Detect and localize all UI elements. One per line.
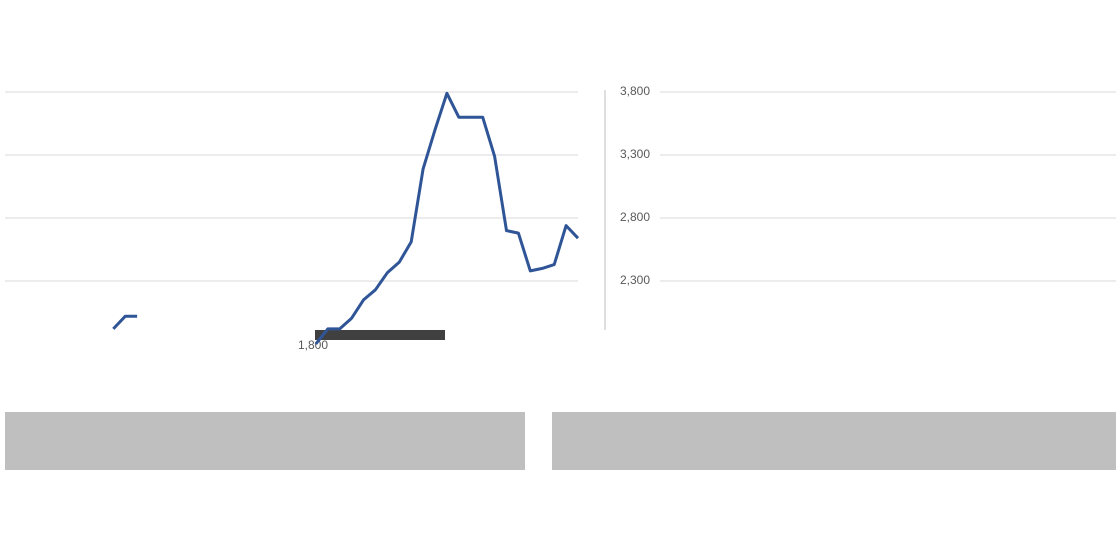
y-tick-label: 3,800 [620,84,650,98]
panel-band [315,330,445,340]
y-tick-label: 2,800 [620,210,650,224]
y-tick-label: 3,300 [620,147,650,161]
panel-band [5,412,525,470]
y-tick-label: 1,800 [298,338,328,352]
y-tick-label: 2,300 [620,273,650,287]
panel-band [552,412,1116,470]
data-line [112,91,580,345]
